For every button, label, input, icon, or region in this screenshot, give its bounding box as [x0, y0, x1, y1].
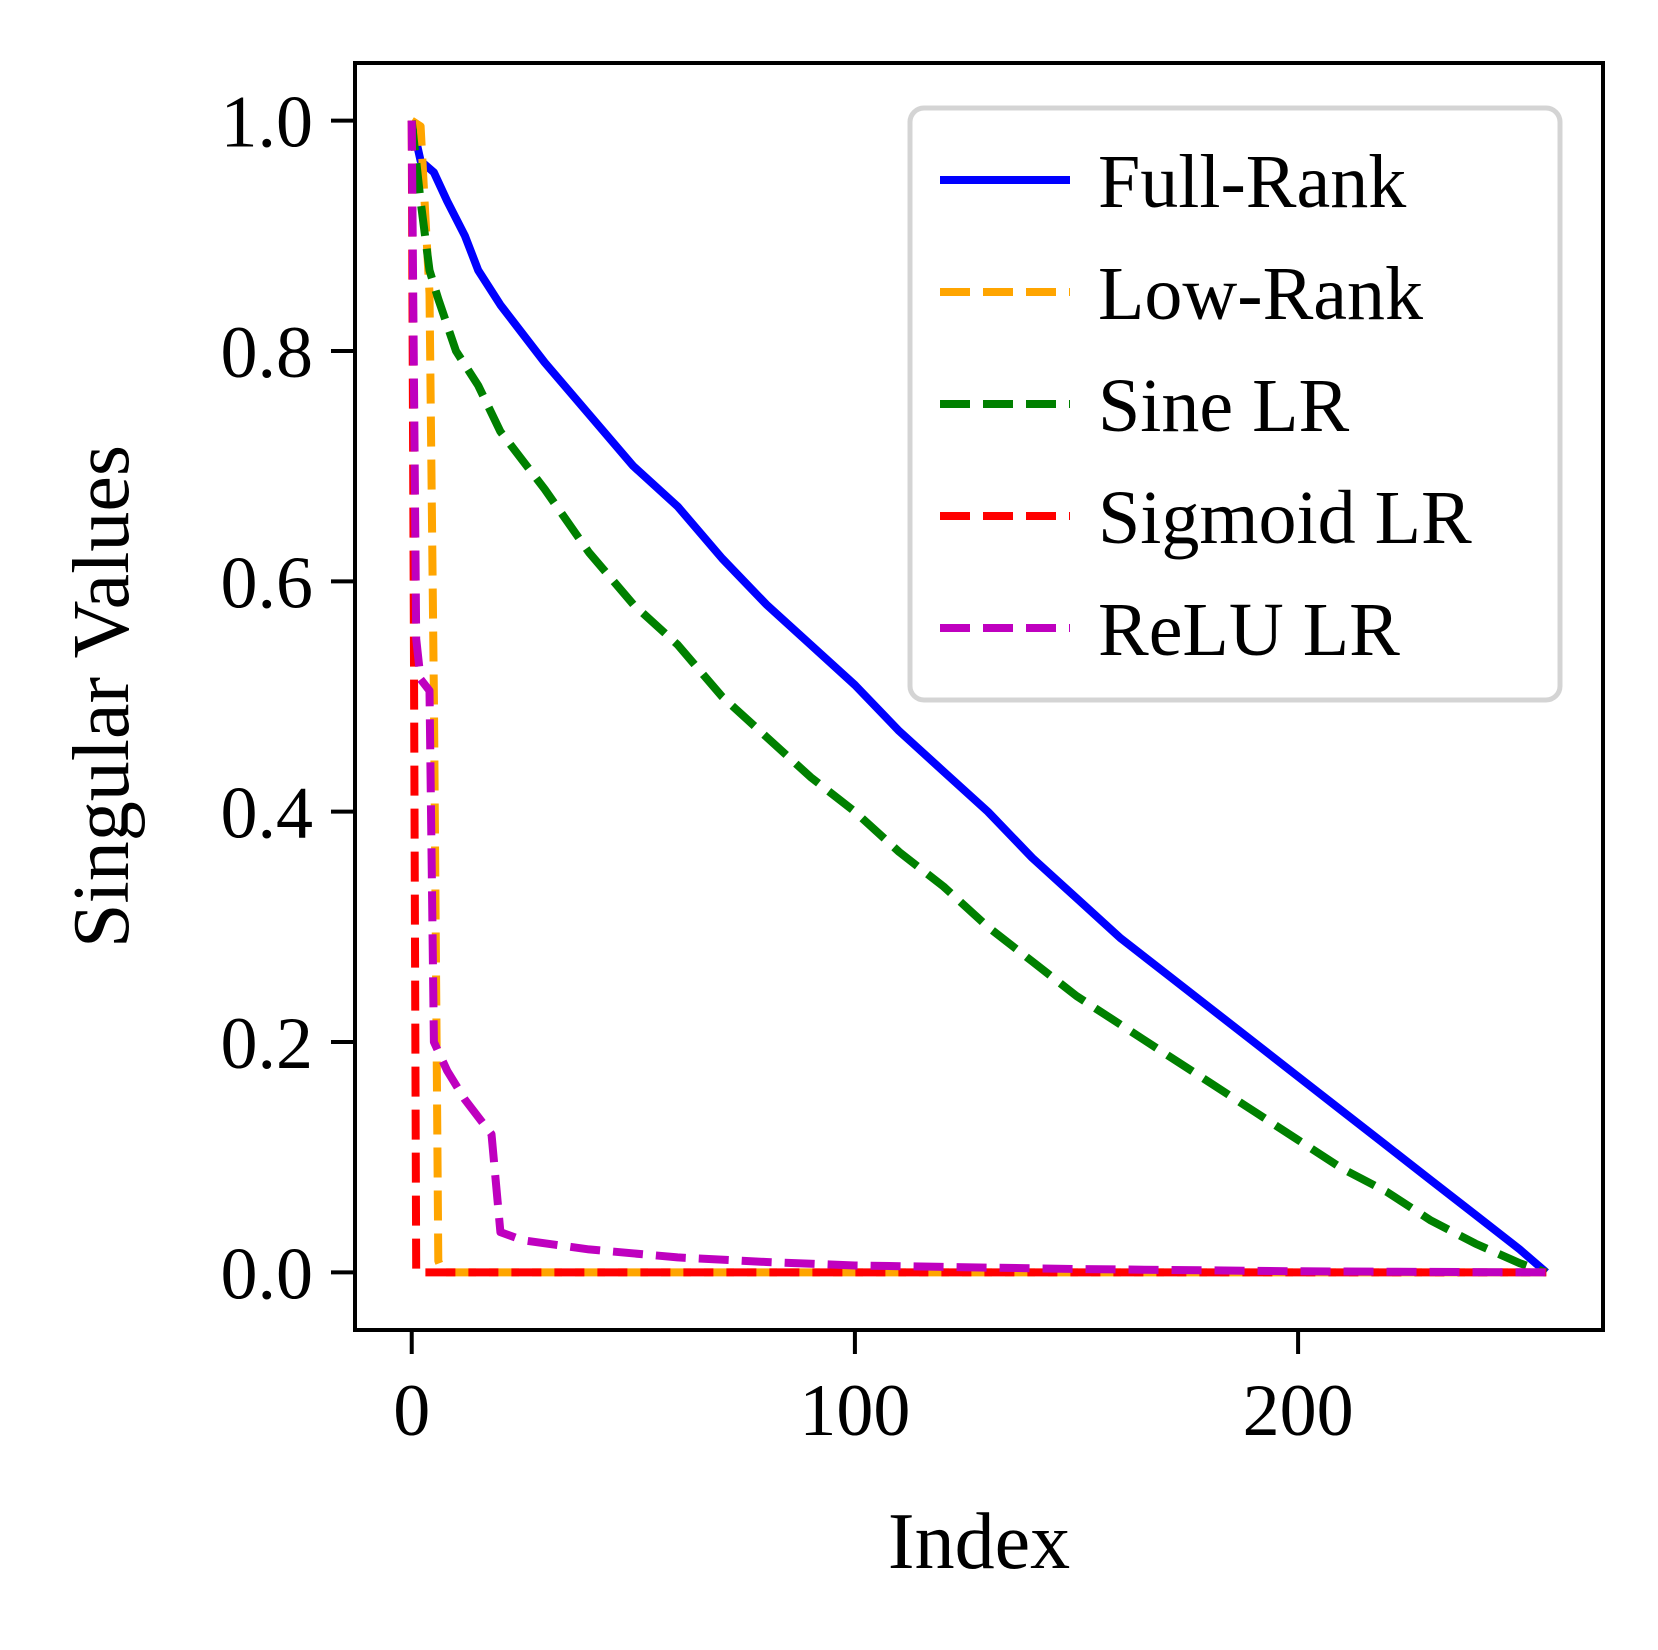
x-axis-label: Index — [888, 1498, 1070, 1586]
x-axis: 0 100 200 — [393, 1330, 1354, 1452]
legend-label: Full-Rank — [1098, 140, 1406, 224]
series-line-low-rank — [409, 117, 1547, 1277]
y-axis: 0.0 0.2 0.4 0.6 0.8 1.0 — [221, 82, 355, 1315]
x-tick-label: 100 — [799, 1370, 910, 1452]
legend-box — [907, 105, 1563, 703]
legend: Full-Rank Low-Rank Sine LR Sigmoid LR ReLU L… — [907, 105, 1563, 703]
series-line-sine-lr — [407, 120, 1548, 1277]
series-layer — [407, 117, 1549, 1277]
plot-frame — [353, 61, 1605, 1332]
y-tick-label: 0.6 — [221, 542, 314, 624]
x-tick-label: 200 — [1243, 1370, 1354, 1452]
legend-label: Sigmoid LR — [1098, 476, 1472, 560]
series-line-relu-lr — [407, 120, 1547, 1277]
y-tick-label: 0.2 — [221, 1003, 314, 1085]
y-tick-label: 1.0 — [221, 82, 314, 164]
x-tick-label: 0 — [393, 1370, 430, 1452]
y-tick-label: 0.0 — [221, 1233, 314, 1315]
y-tick-label: 0.4 — [221, 773, 314, 855]
legend-label: Sine LR — [1098, 364, 1350, 448]
y-axis-label: Singular Values — [58, 445, 146, 948]
series-line-full-rank — [407, 119, 1549, 1276]
y-tick-label: 0.8 — [221, 312, 314, 394]
legend-label: Low-Rank — [1098, 252, 1423, 336]
legend-label: ReLU LR — [1098, 588, 1400, 672]
